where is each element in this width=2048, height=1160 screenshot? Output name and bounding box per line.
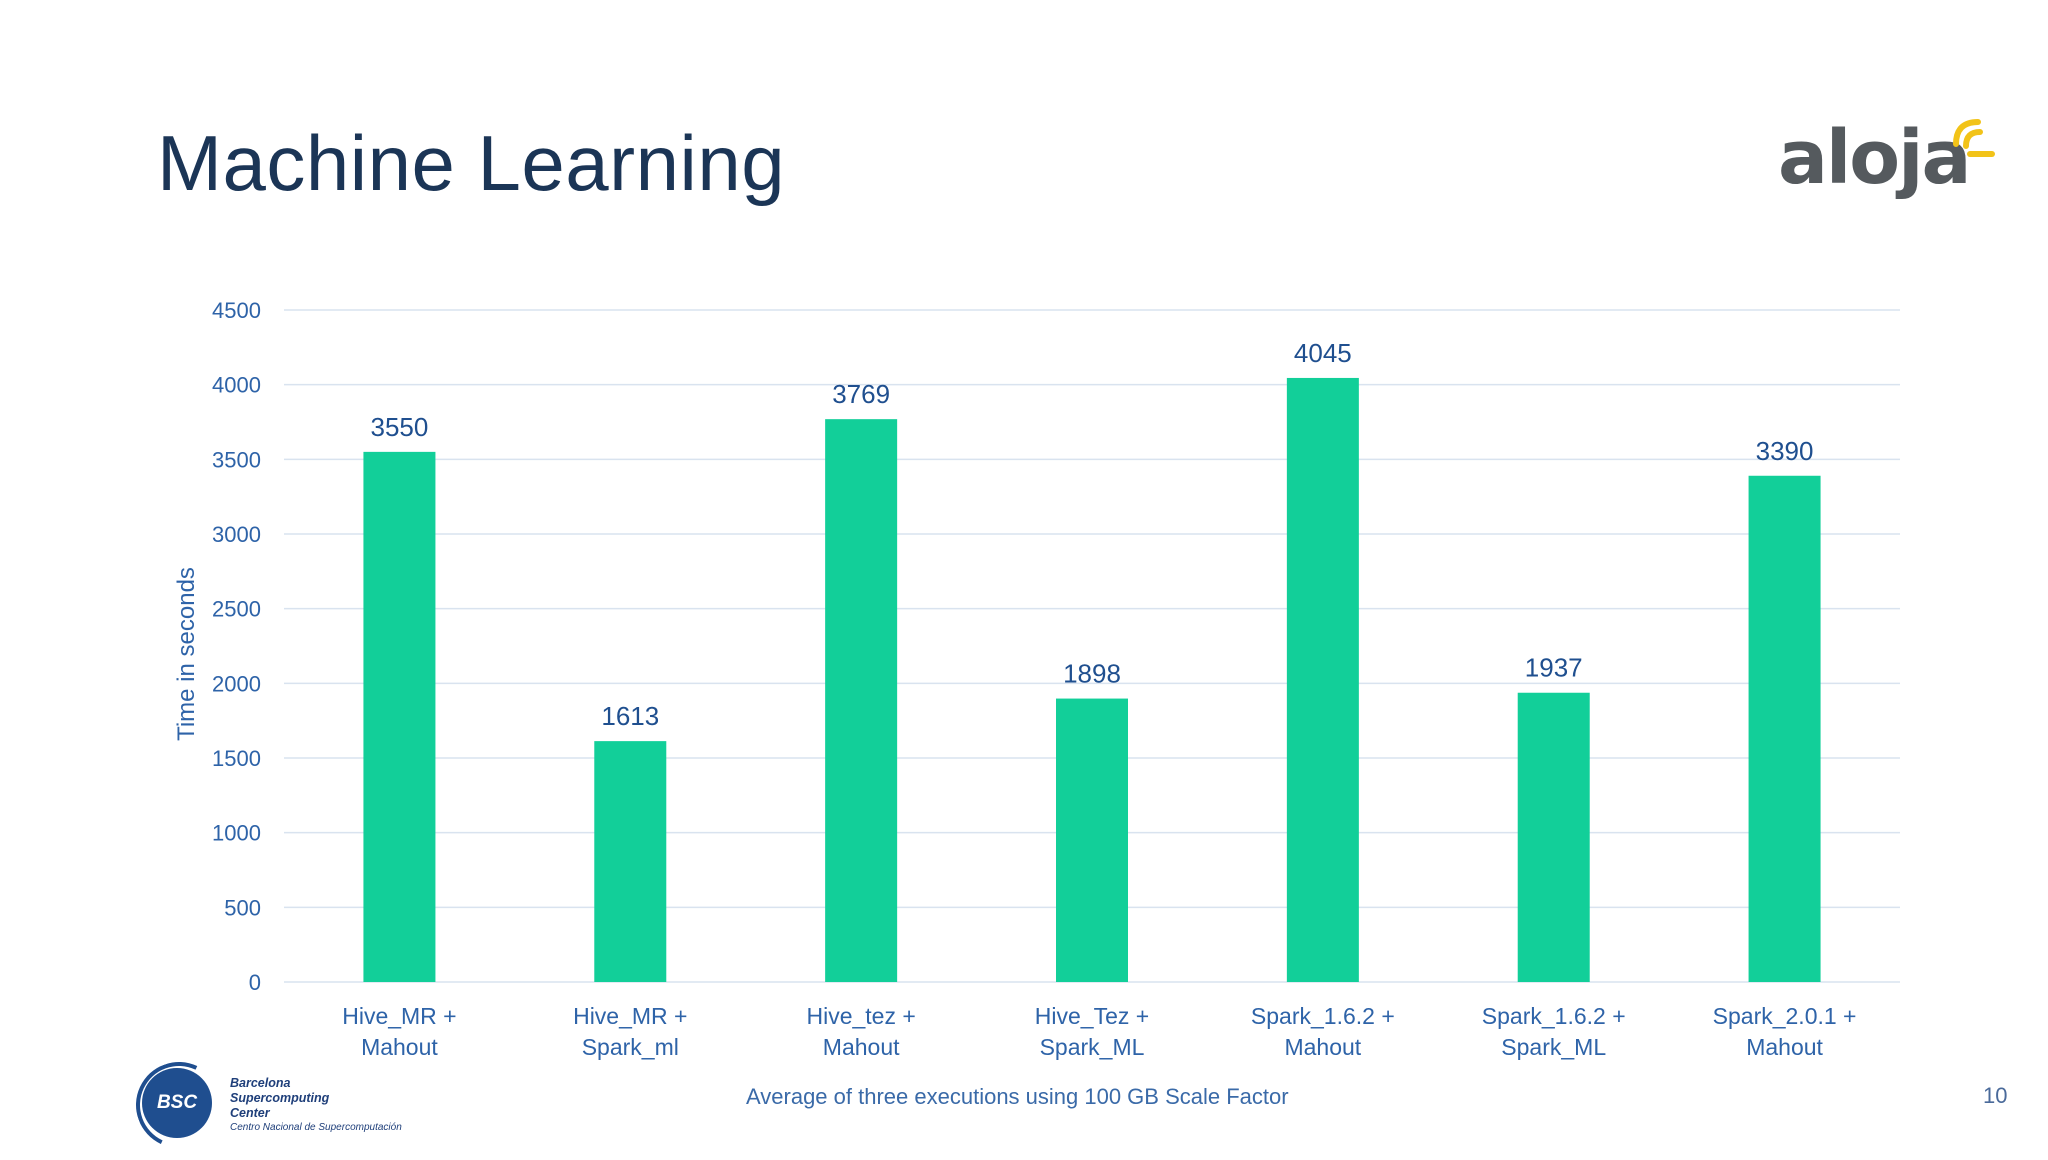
wifi-icon — [1953, 119, 1995, 157]
y-tick-label: 3500 — [212, 447, 261, 472]
bar — [1286, 377, 1359, 982]
data-label: 1613 — [601, 701, 659, 731]
bsc-line-3: Center — [230, 1106, 270, 1120]
slide-title: Machine Learning — [157, 119, 786, 207]
x-tick-label: Hive_MR + — [342, 1003, 456, 1029]
page-number: 10 — [1983, 1083, 2008, 1108]
x-tick-label: Spark_ML — [1040, 1034, 1145, 1060]
y-tick-label: 2000 — [212, 671, 261, 696]
data-label: 1937 — [1525, 653, 1583, 683]
y-tick-label: 3000 — [212, 522, 261, 547]
y-tick-label: 4500 — [212, 298, 261, 323]
bar — [1056, 698, 1128, 982]
x-tick-label: Spark_1.6.2 + — [1251, 1003, 1395, 1029]
x-tick-label: Mahout — [823, 1034, 900, 1060]
data-label: 3390 — [1756, 436, 1814, 466]
bsc-line-1: Barcelona — [230, 1076, 291, 1090]
y-tick-label: 1500 — [212, 746, 261, 771]
x-tick-label: Mahout — [361, 1034, 438, 1060]
bar — [363, 451, 436, 982]
data-label: 4045 — [1294, 338, 1352, 368]
x-tick-label: Spark_1.6.2 + — [1482, 1003, 1626, 1029]
bar-chart: 0 500 1000 1500 2000 2500 3000 3500 4000 4500 Time… — [173, 298, 1900, 1060]
y-axis-title: Time in seconds — [173, 567, 200, 741]
x-tick-label: Hive_tez + — [806, 1003, 915, 1029]
bsc-logo: BSC Barcelona Supercomputing Center Cent… — [123, 1049, 442, 1160]
chart-footnote: Average of three executions using 100 GB… — [746, 1084, 1289, 1109]
x-tick-label: Spark_ml — [582, 1034, 679, 1060]
bsc-line-4: Centro Nacional de Supercomputación — [230, 1122, 402, 1133]
x-tick-label: Spark_ML — [1501, 1034, 1606, 1060]
bar — [594, 741, 667, 982]
y-tick-label: 1000 — [212, 821, 261, 846]
data-label: 3769 — [832, 379, 890, 409]
x-tick-label: Spark_2.0.1 + — [1713, 1003, 1857, 1029]
x-tick-label: Mahout — [1284, 1034, 1361, 1060]
bsc-logo-text: Barcelona Supercomputing Center Centro N… — [230, 1076, 402, 1135]
bar — [1748, 475, 1821, 982]
bar — [825, 419, 898, 982]
y-tick-label: 2500 — [212, 597, 261, 622]
x-tick-label: Mahout — [1746, 1034, 1823, 1060]
data-label: 1898 — [1063, 659, 1121, 689]
x-tick-label: Hive_MR + — [573, 1003, 687, 1029]
aloja-logo-text: aloja — [1778, 115, 1971, 201]
bsc-logo-badge: BSC — [142, 1068, 212, 1138]
y-tick-label: 0 — [249, 970, 261, 995]
x-tick-label: Hive_Tez + — [1035, 1003, 1149, 1029]
data-label: 3550 — [371, 412, 429, 442]
bar — [1517, 692, 1590, 982]
bsc-line-2: Supercomputing — [230, 1091, 330, 1105]
y-tick-label: 500 — [224, 895, 261, 920]
y-tick-label: 4000 — [212, 373, 261, 398]
aloja-logo: aloja — [1778, 108, 2008, 218]
